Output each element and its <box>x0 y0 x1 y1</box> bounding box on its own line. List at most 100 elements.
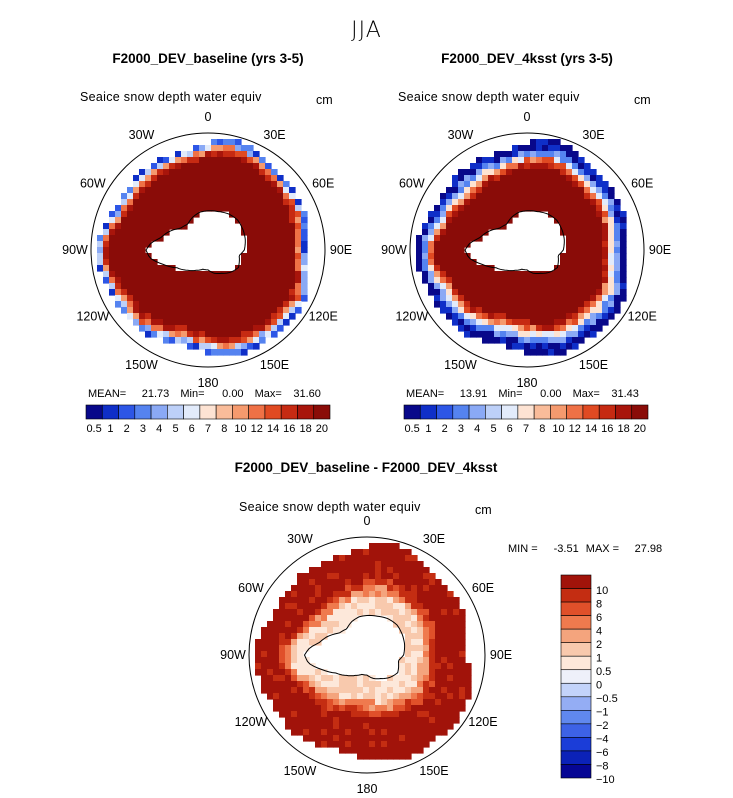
longitude-label: 180 <box>198 376 219 390</box>
colorbar-swatch <box>468 404 486 420</box>
colorbar-label: 14 <box>585 423 597 435</box>
longitude-label: 120W <box>395 310 428 324</box>
colorbar-label: 4 <box>156 423 162 435</box>
longitude-label: 150W <box>444 358 477 372</box>
colorbar-label: 6 <box>189 423 195 435</box>
longitude-label: 90E <box>649 243 671 257</box>
colorbar-swatch <box>183 404 201 420</box>
colorbar-label: 6 <box>507 423 513 435</box>
colorbar-swatch <box>560 588 592 603</box>
colorbar-swatch <box>232 404 249 420</box>
colorbar-swatch <box>118 404 136 420</box>
colorbar-swatch <box>615 404 633 420</box>
colorbar-label: −2 <box>596 720 609 732</box>
colorbar-swatch <box>560 764 592 779</box>
colorbar-label: 5 <box>172 423 178 435</box>
longitude-label: 150E <box>579 358 608 372</box>
colorbar-label: −6 <box>596 747 609 759</box>
colorbar-swatch <box>598 404 616 420</box>
panel1-mean-label: MEAN= <box>88 388 127 400</box>
season-title: JJA <box>351 18 382 43</box>
colorbar-label: 8 <box>539 423 545 435</box>
colorbar-swatch <box>533 404 551 420</box>
colorbar-label: 4 <box>474 423 480 435</box>
longitude-label: 0 <box>205 110 212 124</box>
colorbar-swatch <box>560 750 592 765</box>
longitude-label: 30W <box>287 532 313 546</box>
panel2-stats: MEAN= 13.91 Min= 0.00 Max= 31.43 <box>406 388 639 400</box>
longitude-label: 60W <box>80 177 106 191</box>
colorbar-swatch <box>560 723 592 738</box>
longitude-label: 180 <box>517 376 538 390</box>
colorbar-swatch <box>501 404 519 420</box>
colorbar-swatch <box>150 404 168 420</box>
colorbar-label: 0.5 <box>86 423 101 435</box>
polar-map-baseline: 0 30E 60E 90E 120E 150E 180 150W 120W 90W 60W 30W <box>62 110 352 390</box>
colorbar-label: 16 <box>601 423 613 435</box>
colorbar-label: 7 <box>523 423 529 435</box>
colorbar-label: 20 <box>634 423 646 435</box>
longitude-label: 60E <box>312 177 334 191</box>
colorbar-swatch <box>560 669 592 684</box>
panel1-min-label: Min= <box>180 388 205 400</box>
longitude-label: 120W <box>235 715 268 729</box>
colorbar-label: 2 <box>124 423 130 435</box>
colorbar-label: 7 <box>205 423 211 435</box>
longitude-label: 120E <box>309 310 338 324</box>
longitude-labels: 0 30E 60E 90E 120E 150E 180 150W 120W 90W 60W 30W <box>220 514 512 796</box>
colorbar-label: 18 <box>299 423 311 435</box>
longitude-label: 30E <box>582 128 604 142</box>
panel1-stats: MEAN= 21.73 Min= 0.00 Max= 31.60 <box>88 388 321 400</box>
colorbar-swatch <box>485 404 502 420</box>
colorbar-label: 0 <box>596 680 602 692</box>
colorbar-swatch <box>560 655 592 671</box>
colorbar-label: −8 <box>596 761 609 773</box>
colorbar-label: 4 <box>596 625 602 637</box>
colorbar-swatch <box>134 404 152 420</box>
longitude-label: 60E <box>631 177 653 191</box>
colorbar-label: 10 <box>552 423 564 435</box>
panel1-title: F2000_DEV_baseline (yrs 3-5) <box>112 51 304 66</box>
panel1-max-label: Max= <box>254 388 282 400</box>
panel2-min-label: Min= <box>498 388 523 400</box>
colorbar-swatch <box>85 404 103 420</box>
colorbar-label: 3 <box>140 423 146 435</box>
panel2-units: cm <box>634 93 651 107</box>
colorbar-label: 1 <box>596 652 602 664</box>
colorbar-swatch <box>560 574 592 589</box>
longitude-label: 90E <box>330 243 352 257</box>
longitude-label: 60W <box>238 581 264 595</box>
colorbar-swatch <box>403 404 421 420</box>
panel1-min: 0.00 <box>222 388 244 400</box>
panel1-max: 31.60 <box>293 388 321 400</box>
longitude-label: 150E <box>419 764 448 778</box>
longitude-label: 30E <box>263 128 285 142</box>
longitude-label: 150W <box>125 358 158 372</box>
colorbar-swatch <box>631 404 649 420</box>
colorbar-label: 12 <box>569 423 581 435</box>
colorbar-label: 8 <box>221 423 227 435</box>
colorbar-swatch <box>280 404 298 420</box>
colorbar-swatch <box>560 601 592 616</box>
colorbar-label: 16 <box>283 423 295 435</box>
colorbar-swatch <box>517 404 535 420</box>
panel2-title: F2000_DEV_4ksst (yrs 3-5) <box>441 51 613 66</box>
colorbar-swatch <box>452 404 470 420</box>
colorbar-swatch <box>264 404 282 420</box>
panel2-mean: 13.91 <box>459 388 488 400</box>
colorbar-label: 8 <box>596 598 602 610</box>
longitude-label: 120E <box>628 310 657 324</box>
colorbar-label: −1 <box>596 707 609 719</box>
longitude-label: 30W <box>448 128 474 142</box>
panel3-min: -3.51 <box>553 543 579 555</box>
longitude-label: 0 <box>364 514 371 528</box>
colorbar-swatch <box>560 642 592 657</box>
longitude-label: 150E <box>260 358 289 372</box>
panel1-mean: 21.73 <box>141 388 170 400</box>
longitude-label: 120E <box>468 715 497 729</box>
longitude-labels: 0 30E 60E 90E 120E 150E 180 150W 120W 90W 60W 30W <box>381 110 671 390</box>
colorbar-label: 0.5 <box>404 423 419 435</box>
colorbar-swatch <box>560 710 592 725</box>
colorbar-label: 1 <box>425 423 431 435</box>
colorbar-label: 10 <box>234 423 246 435</box>
